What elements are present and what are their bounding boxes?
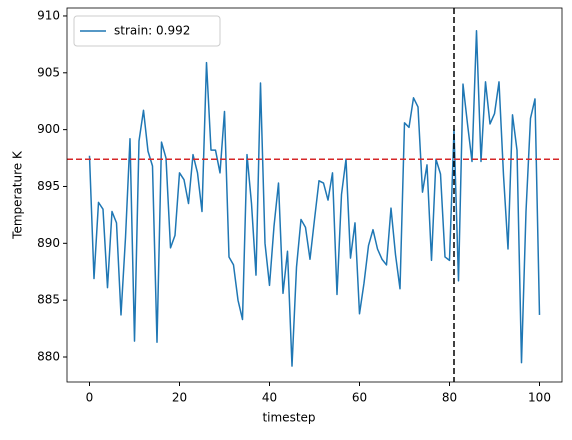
y-axis-label: Temperature K [11, 150, 25, 240]
x-tick-label: 20 [172, 391, 187, 405]
data-line [88, 29, 541, 367]
y-tick-label: 890 [37, 236, 60, 250]
x-tick-label: 100 [528, 391, 551, 405]
x-tick-label: 0 [86, 391, 94, 405]
y-tick-label: 905 [37, 65, 60, 79]
y-tick-label: 885 [37, 293, 60, 307]
x-tick-label: 80 [442, 391, 457, 405]
plot-frame [66, 7, 563, 383]
y-tick-label: 880 [37, 349, 60, 363]
x-axis-label: timestep [262, 411, 315, 425]
x-tick-label: 60 [352, 391, 367, 405]
x-tick-label: 40 [262, 391, 277, 405]
legend-box [73, 15, 221, 47]
y-tick-label: 895 [37, 179, 60, 193]
y-tick-label: 910 [37, 8, 60, 22]
legend-label: strain: 0.992 [114, 24, 190, 38]
y-tick-label: 900 [37, 122, 60, 136]
